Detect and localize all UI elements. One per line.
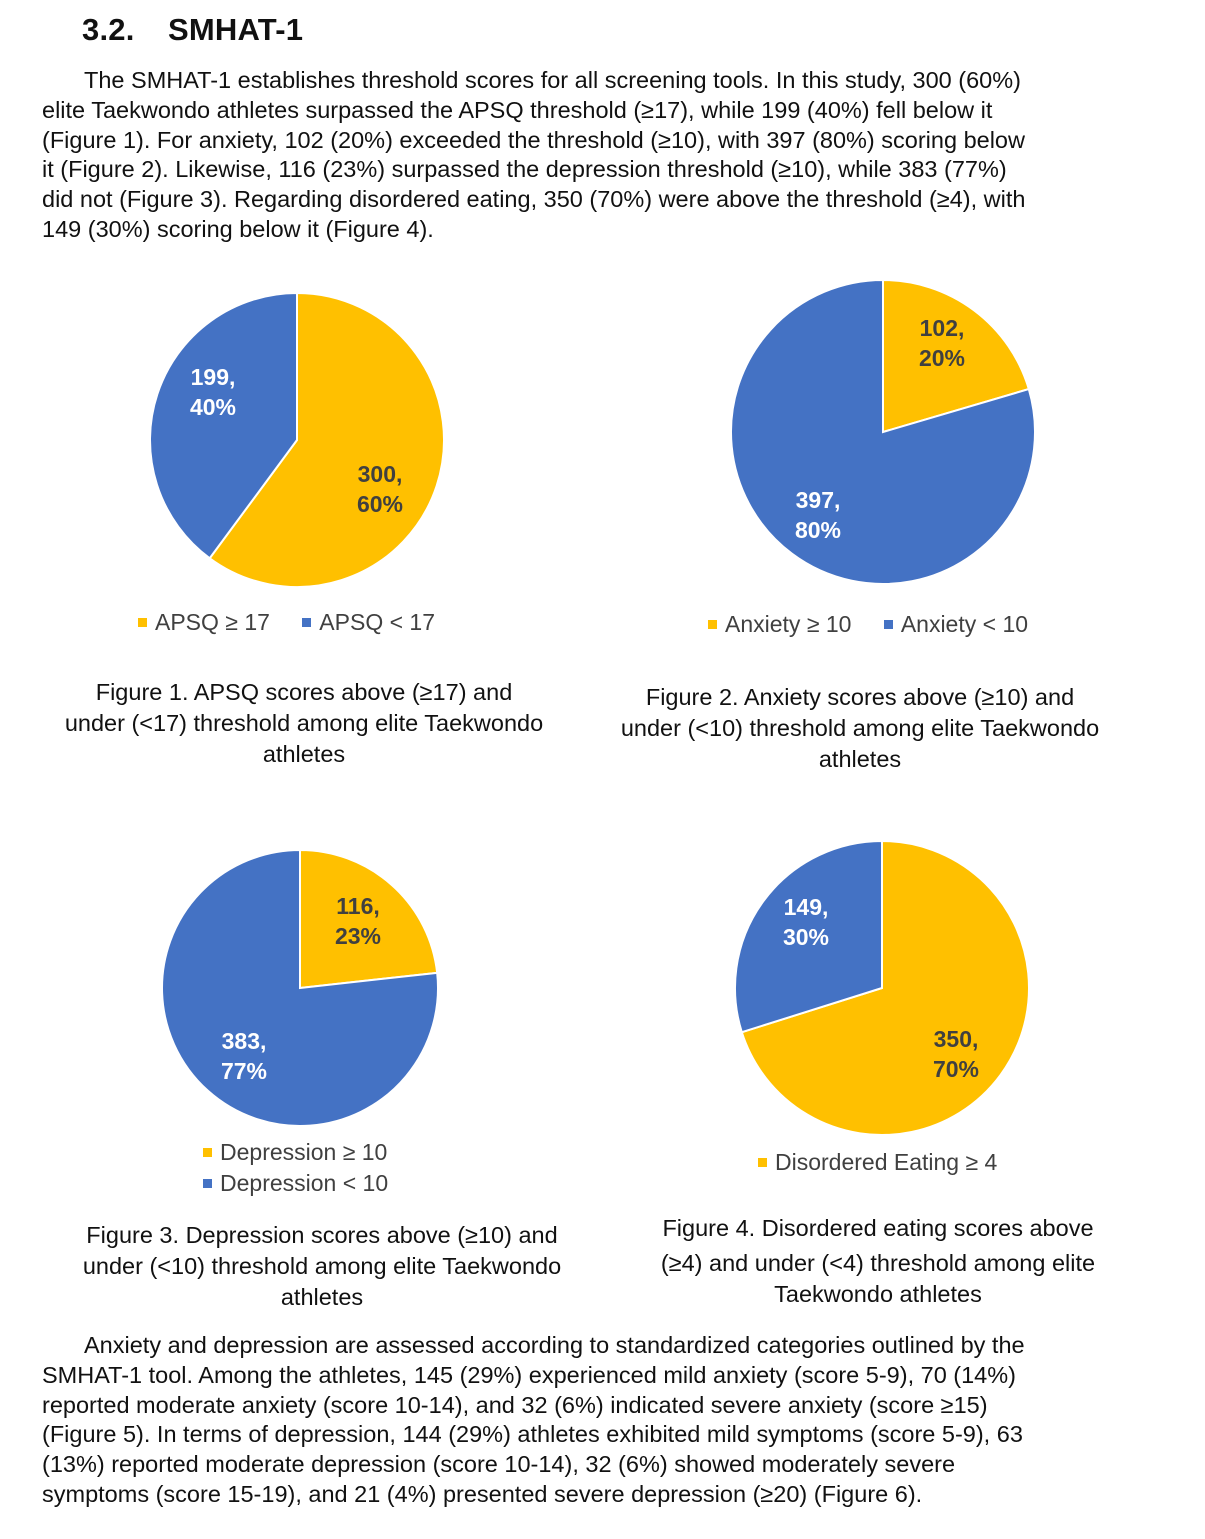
section-number: 3.2. bbox=[82, 12, 135, 47]
legend-label: Depression ≥ 10 bbox=[220, 1139, 388, 1165]
pie-slice bbox=[730, 278, 1036, 585]
pie-label-percent: 70% bbox=[933, 1056, 979, 1082]
caption-line: under (<17) threshold among elite Taekwo… bbox=[64, 710, 544, 736]
legend-item: APSQ ≥ 17 bbox=[138, 609, 270, 636]
figure-2-caption: Figure 2. Anxiety scores above (≥10) and… bbox=[590, 682, 1130, 775]
legend-swatch-below bbox=[302, 618, 312, 627]
pie-data-label: 102, 20% bbox=[919, 315, 965, 371]
legend-swatch-above bbox=[138, 618, 147, 627]
figure-3-legend: Depression ≥ 10 Depression < 10 bbox=[203, 1139, 388, 1201]
caption-line: Taekwondo athletes bbox=[774, 1281, 982, 1307]
closing-line: symptoms (score 15-19), and 21 (4%) pres… bbox=[42, 1480, 923, 1507]
pie-label-count: 116, bbox=[336, 893, 380, 919]
intro-paragraph: The SMHAT-1 establishes threshold scores… bbox=[42, 66, 1142, 245]
figure-3-caption: Figure 3. Depression scores above (≥10) … bbox=[52, 1220, 592, 1313]
legend-item: Depression ≥ 10 bbox=[203, 1139, 388, 1166]
pie-data-label: 149, 30% bbox=[783, 894, 829, 950]
section-heading: 3.2. SMHAT-1 bbox=[82, 12, 303, 48]
section-title: SMHAT-1 bbox=[168, 12, 304, 47]
closing-line: (Figure 5). In terms of depression, 144 … bbox=[42, 1421, 1023, 1448]
pie-label-count: 102, bbox=[920, 315, 965, 341]
legend-item: APSQ < 17 bbox=[302, 609, 435, 636]
legend-swatch-below bbox=[883, 620, 893, 629]
legend-label: Depression < 10 bbox=[220, 1170, 389, 1196]
intro-line: elite Taekwondo athletes surpassed the A… bbox=[42, 96, 993, 123]
legend-item: Anxiety ≥ 10 bbox=[708, 611, 851, 638]
pie-data-label: 116, 23% bbox=[335, 893, 381, 949]
caption-line: under (<10) threshold among elite Taekwo… bbox=[82, 1253, 562, 1279]
closing-line: SMHAT-1 tool. Among the athletes, 145 (2… bbox=[42, 1361, 1016, 1388]
legend-item: Disordered Eating ≥ 4 bbox=[758, 1149, 997, 1176]
legend-label: Disordered Eating ≥ 4 bbox=[775, 1149, 998, 1175]
intro-line: (Figure 1). For anxiety, 102 (20%) excee… bbox=[42, 126, 1025, 153]
caption-line: (≥4) and under (<4) threshold among elit… bbox=[660, 1250, 1096, 1276]
figure-1-pie-chart: 300, 60% 199, 40% bbox=[0, 0, 445, 588]
pie-label-count: 300, bbox=[358, 461, 403, 487]
pie-label-percent: 77% bbox=[221, 1058, 267, 1084]
legend-item: Anxiety < 10 bbox=[883, 611, 1029, 638]
caption-line: athletes bbox=[818, 746, 902, 772]
caption-line: Figure 2. Anxiety scores above (≥10) and bbox=[645, 684, 1075, 710]
closing-line: Anxiety and depression are assessed acco… bbox=[84, 1332, 1025, 1358]
pie-slice bbox=[299, 848, 439, 990]
pie-svg: 116, 23% 383, 77% bbox=[161, 848, 439, 1127]
figure-1-caption: Figure 1. APSQ scores above (≥17) and un… bbox=[34, 677, 574, 770]
caption-line: Figure 3. Depression scores above (≥10) … bbox=[86, 1222, 558, 1248]
pie-label-percent: 23% bbox=[335, 923, 381, 949]
pie-label-count: 397, bbox=[796, 487, 841, 513]
legend-swatch-below bbox=[203, 1179, 212, 1188]
pie-slice bbox=[882, 278, 1031, 434]
legend-swatch-above bbox=[758, 1158, 767, 1167]
intro-line: did not (Figure 3). Regarding disordered… bbox=[42, 186, 1026, 213]
pie-data-label: 199, 40% bbox=[190, 364, 236, 420]
figure-1-legend: APSQ ≥ 17 APSQ < 17 bbox=[138, 606, 435, 636]
legend-label: APSQ < 17 bbox=[319, 609, 436, 635]
legend-swatch-above bbox=[203, 1148, 212, 1157]
intro-line: it (Figure 2). Likewise, 116 (23%) surpa… bbox=[42, 156, 1007, 183]
pie-slice bbox=[149, 291, 298, 560]
figure-4-pie-chart: 350, 70% 149, 30% bbox=[0, 0, 1030, 1136]
pie-svg: 102, 20% 397, 80% bbox=[730, 278, 1036, 585]
pie-data-label: 383, 77% bbox=[221, 1028, 267, 1084]
caption-line: athletes bbox=[280, 1284, 364, 1310]
legend-item: Depression < 10 bbox=[203, 1170, 388, 1197]
pie-svg: 350, 70% 149, 30% bbox=[734, 839, 1030, 1136]
pie-label-percent: 60% bbox=[357, 491, 403, 517]
intro-line: The SMHAT-1 establishes threshold scores… bbox=[84, 67, 1021, 93]
pie-label-count: 199, bbox=[191, 364, 236, 390]
pie-label-percent: 40% bbox=[190, 394, 236, 420]
pie-label-count: 149, bbox=[784, 894, 829, 920]
figure-4-caption: Figure 4. Disordered eating scores above… bbox=[608, 1213, 1148, 1310]
legend-swatch-above bbox=[708, 620, 717, 629]
pie-label-count: 383, bbox=[222, 1028, 267, 1054]
legend-label: APSQ ≥ 17 bbox=[155, 609, 270, 635]
caption-line: Figure 4. Disordered eating scores above bbox=[662, 1215, 1094, 1241]
caption-line: Figure 1. APSQ scores above (≥17) and bbox=[95, 679, 513, 705]
figure-3-pie-chart: 116, 23% 383, 77% bbox=[0, 0, 439, 1127]
caption-line: under (<10) threshold among elite Taekwo… bbox=[620, 715, 1100, 741]
figure-2-legend: Anxiety ≥ 10 Anxiety < 10 bbox=[708, 608, 1028, 638]
pie-slice bbox=[740, 839, 1030, 1136]
caption-line: athletes bbox=[262, 741, 346, 767]
legend-label: Anxiety < 10 bbox=[900, 611, 1029, 637]
figure-2-pie-chart: 102, 20% 397, 80% bbox=[0, 0, 1036, 585]
intro-line: 149 (30%) scoring below it (Figure 4). bbox=[42, 215, 434, 242]
legend-label: Anxiety ≥ 10 bbox=[725, 611, 852, 637]
pie-slice bbox=[161, 848, 439, 1127]
pie-label-count: 350, bbox=[934, 1026, 979, 1052]
pie-data-label: 397, 80% bbox=[795, 487, 841, 543]
closing-line: reported moderate anxiety (score 10-14),… bbox=[42, 1391, 988, 1418]
pie-svg: 300, 60% 199, 40% bbox=[149, 291, 445, 588]
pie-data-label: 300, 60% bbox=[357, 461, 403, 517]
pie-slice bbox=[734, 839, 883, 1034]
figure-4-legend: Disordered Eating ≥ 4 bbox=[758, 1146, 997, 1176]
pie-data-label: 350, 70% bbox=[933, 1026, 979, 1082]
closing-line: (13%) reported moderate depression (scor… bbox=[42, 1451, 956, 1478]
pie-slice bbox=[208, 291, 445, 588]
pie-label-percent: 80% bbox=[795, 517, 841, 543]
pie-label-percent: 20% bbox=[919, 345, 965, 371]
pie-label-percent: 30% bbox=[783, 924, 829, 950]
closing-paragraph: Anxiety and depression are assessed acco… bbox=[42, 1331, 1142, 1510]
